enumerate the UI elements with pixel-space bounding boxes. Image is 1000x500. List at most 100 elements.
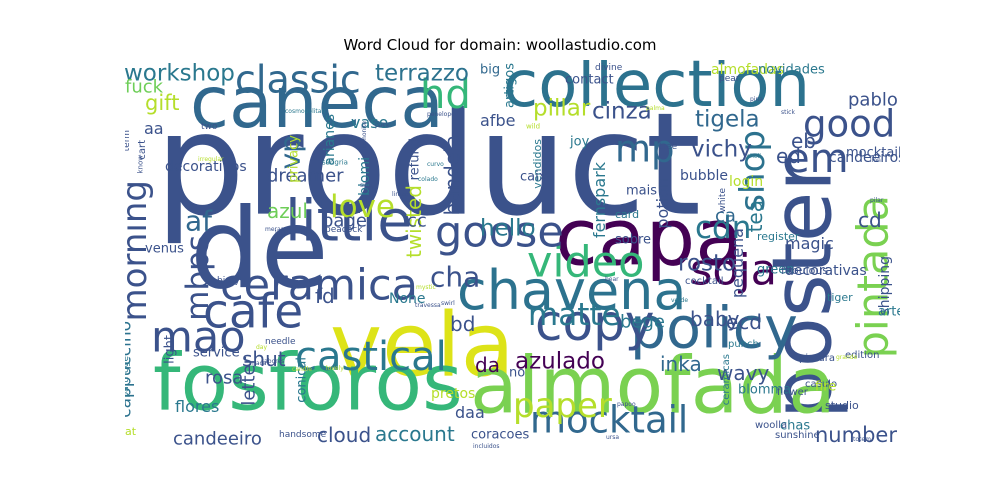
word-decorativos: decorativos [165,159,247,175]
word-card: card [615,208,639,221]
word-pequena: pequena [728,228,747,298]
word-green: green [757,262,795,277]
word-casulo: casulo [805,379,837,390]
word-handsome: handsome [279,430,327,440]
word-tigela: tigela [695,106,760,132]
word-mystic: mystic [416,284,436,291]
word-bandeja: bandeja [440,135,464,215]
word-bege: bege [620,311,665,332]
word-partridge: partridge [125,356,131,398]
word-poster: poster [756,158,851,420]
word-woolla: woolla [755,420,787,431]
word-irregular: irregular [198,156,224,163]
word-shut: shut [242,347,286,371]
word-cosmopolitan: cosmopolitan [285,108,325,115]
word-paper: paper [513,386,612,426]
word-pack: pack [375,122,390,129]
word-sino: sino [360,182,373,189]
word-number: number [815,423,897,447]
word-terrazzo: terrazzo [375,60,469,86]
word-privacy: privacy [286,135,301,183]
word-hd: hd [420,72,471,118]
word-gift: gift [145,91,179,115]
word-vp: vp [273,135,306,169]
word-jarra: jarra [363,185,378,192]
word-cc: cc [407,210,427,231]
word-almofadas: almofadas [711,62,784,78]
word-bubble: bubble [680,168,728,184]
word-page: page [322,210,367,231]
word-flower: flower [777,387,809,398]
word-lesmonite: lesmonite [361,121,368,151]
word-afbe: afbe [480,111,515,130]
word-peacock: peacock [325,225,363,235]
word-potion: potion [653,178,672,229]
word-candeeiro: candeeiro [173,428,262,448]
word-fuck: fuck [125,76,164,97]
word-tree: tree [659,142,678,152]
word-sobre: sobre [615,232,651,247]
word-policy: policy [630,296,798,362]
word-inka: inka [660,352,702,376]
word-sangria: sangria [322,159,348,167]
word-bd: bd [450,312,475,336]
word-two: two [201,122,218,132]
word-good: good [803,103,895,146]
word-sabores: sabores [261,358,284,365]
word-cat: cat [125,425,137,438]
word-cloud-panel: product de vela poster capa almofada fosforos c… [125,60,900,448]
word-account: account [375,422,455,446]
word-goose: goose [435,207,564,257]
word-em: em [785,136,849,182]
word-curvo: curvo [427,161,444,168]
word-ursa: ursa [606,434,619,441]
word-wild: wild [526,123,540,131]
word-contact: contact [565,72,614,87]
word-pina: pina [750,96,763,103]
word-artigos: artigos [502,63,517,108]
word-tea: tea [743,200,767,232]
word-papoo: papoo [617,401,636,408]
word-candeeiros: candeeiros [829,150,900,166]
word-fernspark: fernspark [590,161,609,238]
word-light: light [162,335,177,364]
word-fd: fd [315,284,335,308]
word-cocktail: cocktail [685,276,724,287]
word-pintura: pintura [799,353,835,364]
word-conical: conical [294,357,309,403]
word-morning: morning [125,180,155,321]
word-video: video [527,237,644,287]
word-no: no [509,365,525,380]
word-refund: refund [407,138,422,180]
word-cart: cart [137,140,148,160]
word-cinza: cinza [592,98,652,124]
word-mp: mp [615,128,675,171]
word-candle: candle [292,366,312,373]
word-copy: copy [535,294,654,352]
word-ceramica: ceramica [220,260,418,310]
word-soja: soja [690,245,777,295]
word-grande: grande [836,354,858,361]
word-mais: mais [626,183,657,198]
word-chavena: chavena [457,259,687,322]
word-swirl: swirl [441,300,455,307]
word-collection: collection [503,60,810,122]
word-fosforos: fosforos [153,338,463,428]
word-mocktail: mocktail [530,399,688,442]
word-pillar: pillar [533,95,591,121]
word-cloud: cloud [317,423,371,447]
word-totem: totem [853,436,871,443]
word-login: login [729,174,763,190]
word-bear: bear [605,276,619,283]
word-caixa: caixa [520,169,554,184]
word-pablo: pablo [848,89,898,110]
word-shop: shop [733,130,773,212]
word-fire: fire [815,379,836,394]
word-studio: studio [825,399,859,412]
word-palma: palma [646,105,665,112]
word-workshop: workshop [125,60,235,86]
word-decorativas: decorativas [785,263,867,279]
word-eb: eb [791,129,816,153]
word-artesanal: artesanal [878,304,900,319]
